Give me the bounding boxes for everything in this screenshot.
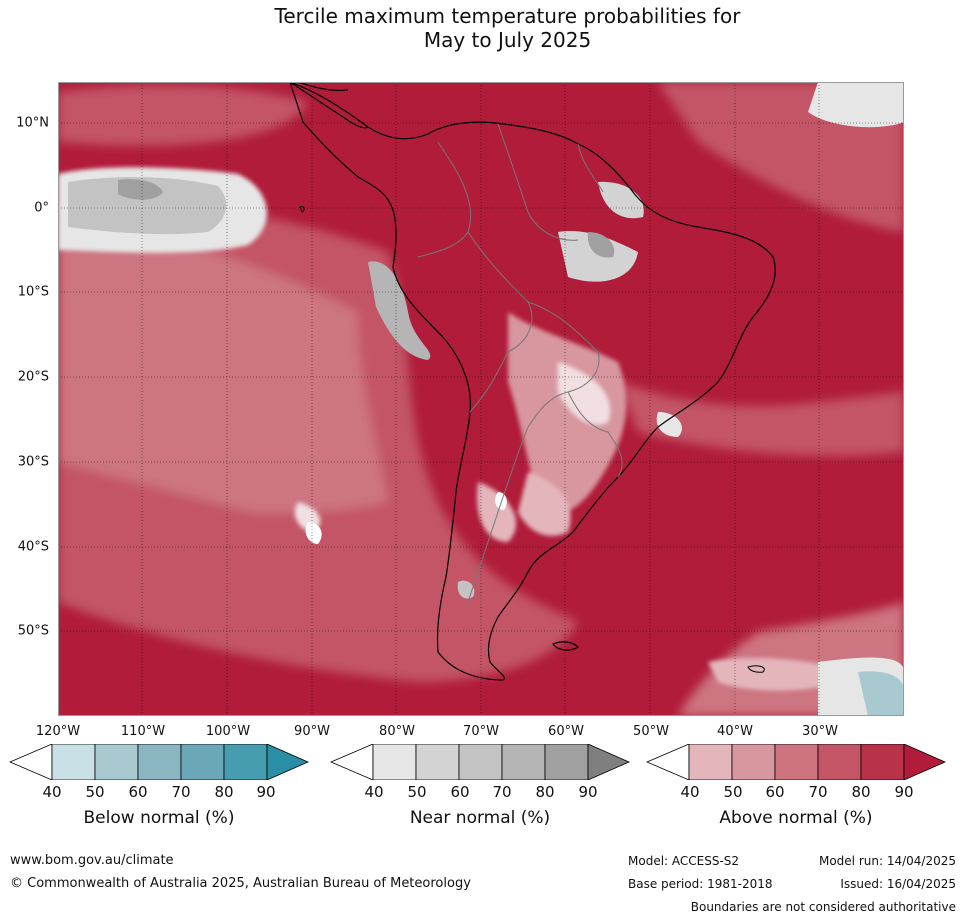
colorbar-segment (266, 743, 309, 781)
colorbar-segment (774, 743, 819, 781)
colorbar-tick: 80 (851, 783, 871, 801)
issued-date: Issued: 16/04/2025 (840, 877, 956, 891)
colorbar-title-below: Below normal (%) (83, 808, 235, 828)
colorbar-segment (458, 743, 503, 781)
colorbar-svg (329, 743, 630, 781)
colorbar-tick: 80 (214, 783, 234, 801)
colorbar-tick: 50 (723, 783, 743, 801)
lon-label: 120°W (35, 724, 81, 739)
central-america-coastline (289, 82, 369, 129)
map-frame (58, 82, 904, 716)
colorbar-segment (51, 743, 96, 781)
colorbar-segment (544, 743, 589, 781)
colorbar-segment (223, 743, 268, 781)
lon-label: 60°W (548, 724, 584, 739)
colorbar-segment (137, 743, 182, 781)
lat-label: 50°S (17, 623, 49, 639)
map-svg (58, 82, 904, 716)
chart-title: Tercile maximum temperature probabilitie… (0, 4, 965, 52)
lon-label: 50°W (633, 724, 669, 739)
lat-label: 20°S (17, 369, 49, 385)
lat-label: 0° (34, 200, 49, 216)
boundaries-disclaimer: Boundaries are not considered authoritat… (690, 900, 956, 914)
lon-label: 70°W (463, 724, 499, 739)
colorbar-tick: 40 (680, 783, 700, 801)
colorbar-tick: 50 (85, 783, 105, 801)
colorbar-segment (731, 743, 776, 781)
lat-label: 10°S (17, 284, 49, 300)
forecast-map (58, 82, 904, 716)
colorbar-tick: 90 (256, 783, 276, 801)
galapagos-coastline (299, 206, 305, 213)
colorbar-segment (329, 743, 374, 781)
colorbar-tick: 40 (364, 783, 384, 801)
model-name: Model: ACCESS-S2 (628, 854, 740, 868)
falklands-coastline (552, 641, 579, 651)
colorbar-svg (8, 743, 309, 781)
colorbar-tick: 60 (450, 783, 470, 801)
copyright: © Commonwealth of Australia 2025, Austra… (10, 876, 471, 891)
colorbar-segment (645, 743, 690, 781)
title-line-2: May to July 2025 (423, 28, 592, 52)
colorbar-tick: 70 (171, 783, 191, 801)
colorbar-tick: 50 (407, 783, 427, 801)
colorbar-title-above: Above normal (%) (719, 808, 873, 828)
colorbar-below-normal (8, 743, 309, 781)
model-run: Model run: 14/04/2025 (818, 854, 956, 868)
colorbar-tick: 60 (765, 783, 785, 801)
lon-label: 90°W (294, 724, 330, 739)
colorbar-near-normal (329, 743, 630, 781)
lon-label: 100°W (205, 724, 251, 739)
lon-label: 110°W (120, 724, 166, 739)
colorbar-tick: 60 (128, 783, 148, 801)
colorbar-segment (903, 743, 946, 781)
colorbar-tick: 40 (42, 783, 62, 801)
colorbar-segment (860, 743, 905, 781)
lat-label: 40°S (17, 539, 49, 555)
colorbar-segment (180, 743, 225, 781)
colorbar-svg (645, 743, 946, 781)
colorbar-above-normal (645, 743, 946, 781)
colorbar-tick: 70 (808, 783, 828, 801)
colorbar-segment (372, 743, 417, 781)
lat-label: 30°S (17, 454, 49, 470)
colorbar-segment (587, 743, 630, 781)
website-link[interactable]: www.bom.gov.au/climate (10, 853, 174, 868)
lat-label: 10°N (16, 115, 49, 131)
colorbar-tick: 90 (578, 783, 598, 801)
colorbar-segment (501, 743, 546, 781)
lon-label: 80°W (379, 724, 415, 739)
map-graticule (58, 82, 904, 716)
lon-label: 40°W (717, 724, 753, 739)
above-normal-low-zones (294, 312, 858, 691)
colorbar-segment (94, 743, 139, 781)
base-period: Base period: 1981-2018 (628, 877, 773, 891)
south-america-coastline (289, 82, 776, 681)
lon-label: 30°W (802, 724, 838, 739)
country-borders (417, 123, 623, 603)
colorbar-title-near: Near normal (%) (409, 808, 551, 828)
title-line-1: Tercile maximum temperature probabilitie… (274, 4, 741, 28)
colorbar-segment (817, 743, 862, 781)
colorbar-segment (688, 743, 733, 781)
colorbar-segment (415, 743, 460, 781)
colorbar-tick: 70 (492, 783, 512, 801)
colorbar-segment (8, 743, 53, 781)
colorbar-tick: 90 (894, 783, 914, 801)
colorbar-tick: 80 (535, 783, 555, 801)
south-georgia-coastline (747, 665, 765, 673)
